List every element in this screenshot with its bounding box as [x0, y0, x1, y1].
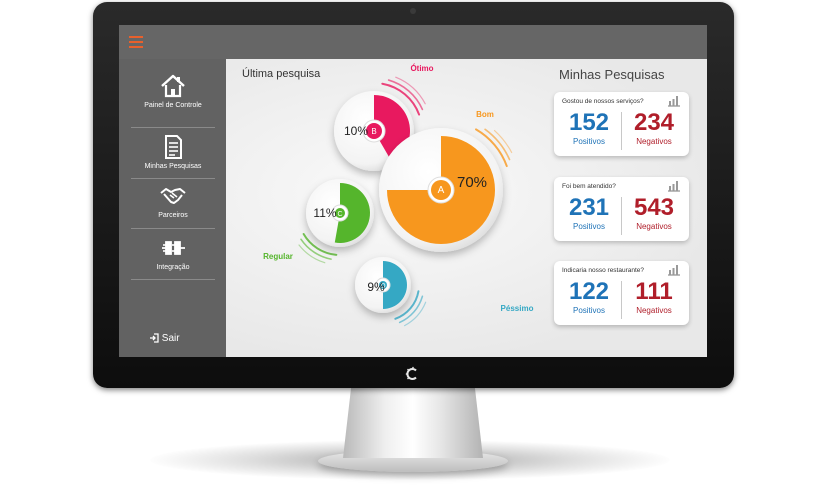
sidebar-divider: [131, 178, 215, 179]
data-label: 11%: [313, 206, 336, 220]
positive-label: Positivos: [572, 306, 605, 315]
bar-chart-icon[interactable]: [667, 95, 681, 107]
negative-count: 111: [635, 278, 673, 305]
decorative-arc: [387, 79, 424, 111]
card-question: Gostou de nossos serviços?: [562, 98, 644, 105]
decorative-arc: [298, 244, 326, 264]
sidebar-divider: [131, 127, 215, 128]
decorative-arcs: [475, 128, 513, 168]
card-divider: [621, 197, 622, 235]
logout-icon: [150, 333, 159, 343]
sidebar-item-parceiros[interactable]: Parceiros: [131, 183, 215, 231]
webcam-icon: [410, 8, 416, 14]
disc-marker-dot: [379, 281, 387, 289]
pie-slice: [387, 136, 495, 244]
decorative-arc: [381, 82, 421, 116]
handshake-icon: [160, 188, 186, 204]
disc-marker-dot: [431, 180, 451, 200]
data-label: 70%: [457, 174, 487, 191]
negative-label: Negativos: [636, 222, 672, 231]
home-icon: [161, 74, 185, 98]
sidebar-item-label: Parceiros: [158, 212, 188, 219]
decorative-arc: [302, 233, 338, 256]
data-label: 10%: [344, 124, 368, 138]
sidebar-divider: [131, 228, 215, 229]
card-question: Indicaria nosso restaurante?: [562, 267, 645, 274]
panel-title: Minhas Pesquisas: [559, 67, 665, 82]
survey-chart: C11% Regular D9% Péssimo B10% Ótimo A 70% Bom: [263, 64, 534, 327]
main-content: Última pesquisa C 11% Regular D 9% Péssimo B 10…: [226, 59, 707, 357]
card-divider: [621, 281, 622, 319]
section-title: Última pesquisa: [242, 68, 321, 80]
decorative-arc: [475, 128, 508, 168]
category-label: Regular: [263, 252, 293, 261]
category-label: Ótimo: [410, 64, 433, 73]
category-label: Bom: [476, 110, 494, 119]
survey-card-1[interactable]: Gostou de nossos serviços? 152 Positivos…: [554, 92, 689, 156]
bar-chart-icon[interactable]: [667, 180, 681, 192]
sidebar-divider: [131, 279, 215, 280]
negative-count: 234: [633, 109, 675, 136]
decorative-arc: [484, 128, 511, 161]
negative-label: Negativos: [636, 137, 672, 146]
decorative-arc: [395, 76, 426, 105]
data-label: 9%: [367, 280, 385, 294]
disc-marker-letter: D: [380, 283, 385, 290]
pie-slice: [334, 183, 370, 243]
hamburger-menu-icon[interactable]: [129, 36, 143, 48]
negative-count: 543: [633, 194, 675, 221]
survey-card-2[interactable]: Foi bem atendido? 231 Positivos 543 Nega…: [554, 177, 689, 241]
disc-marker-letter: C: [337, 211, 342, 218]
card-divider: [621, 112, 622, 150]
disc-marker-letter: B: [371, 127, 376, 136]
sidebar-item-label: Minhas Pesquisas: [144, 163, 202, 170]
app-screen: Painel de Controle Minhas Pesquisas Parc…: [119, 25, 707, 357]
brand-logo-icon: [405, 366, 421, 382]
sidebar-item-painel-de-controle[interactable]: Painel de Controle: [131, 73, 215, 121]
sidebar-item-minhas-pesquisas[interactable]: Minhas Pesquisas: [131, 134, 215, 182]
sidebar-item-label: Integração: [156, 264, 190, 271]
chart-disc-c[interactable]: C11% Regular: [263, 179, 374, 264]
positive-count: 231: [568, 194, 610, 221]
positive-label: Positivos: [572, 222, 605, 231]
positive-count: 152: [568, 109, 610, 136]
plug-icon: [162, 241, 185, 255]
top-bar: [119, 25, 707, 59]
card-question: Foi bem atendido?: [562, 183, 616, 190]
decorative-arcs: [298, 233, 338, 264]
decorative-arcs: [394, 290, 427, 327]
negative-label: Negativos: [636, 306, 672, 315]
sidebar-item-label: Painel de Controle: [144, 102, 202, 109]
sidebar-item-integracao[interactable]: Integração: [131, 235, 215, 283]
decorative-arcs: [381, 76, 426, 116]
decorative-arc: [394, 290, 420, 320]
logout-button[interactable]: Sair: [149, 333, 180, 344]
disc-marker-letter: A: [438, 185, 445, 196]
sidebar: Painel de Controle Minhas Pesquisas Parc…: [119, 59, 226, 357]
decorative-arc: [493, 129, 513, 154]
chart-disc-d[interactable]: D9% Péssimo: [355, 257, 534, 327]
positive-label: Positivos: [572, 137, 605, 146]
positive-count: 122: [568, 278, 610, 305]
decorative-arc: [398, 295, 424, 324]
chart-disc-a[interactable]: A 70% Bom: [379, 110, 513, 252]
logout-label: Sair: [161, 333, 180, 344]
document-icon: [165, 135, 182, 159]
category-label: Péssimo: [501, 304, 534, 313]
disc-marker-dot: [335, 208, 345, 218]
decorative-arc: [300, 238, 332, 260]
disc-marker-dot: [366, 123, 382, 139]
bar-chart-icon[interactable]: [667, 264, 681, 276]
pie-slice: [383, 261, 407, 309]
survey-card-3[interactable]: Indicaria nosso restaurante? 122 Positiv…: [554, 261, 689, 325]
monitor-stand-neck: [343, 385, 483, 458]
decorative-arc: [403, 301, 427, 327]
